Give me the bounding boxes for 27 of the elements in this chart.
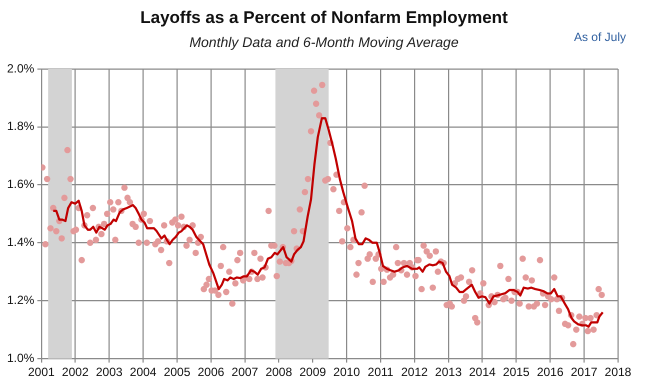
x-tick-label: 2016 xyxy=(536,365,564,380)
x-tick-label: 2004 xyxy=(130,365,157,380)
y-tick-label: 2.0% xyxy=(6,61,35,76)
chart-subtitle: Monthly Data and 6-Month Moving Average xyxy=(189,34,459,50)
x-tick-label: 2002 xyxy=(62,365,89,380)
x-tick-label: 2006 xyxy=(198,365,225,380)
chart-title: Layoffs as a Percent of Nonfarm Employment xyxy=(139,8,509,28)
x-tick-label: 2015 xyxy=(502,365,530,380)
x-tick-label: 2008 xyxy=(265,365,292,380)
y-tick-label: 1.2% xyxy=(6,292,35,307)
y-tick-label: 1.8% xyxy=(6,119,35,134)
x-tick-label: 2007 xyxy=(232,365,259,380)
y-tick-label: 1.4% xyxy=(6,235,35,250)
x-tick-label: 2012 xyxy=(401,365,428,380)
x-tick-label: 2011 xyxy=(368,365,394,380)
x-tick-label: 2010 xyxy=(333,365,360,380)
x-tick-label: 2018 xyxy=(604,365,632,380)
x-tick-label: 2001 xyxy=(28,365,56,380)
x-tick-label: 2017 xyxy=(570,365,598,380)
x-tick-label: 2003 xyxy=(96,365,123,380)
x-tick-label: 2014 xyxy=(468,365,496,380)
x-tick-label: 2013 xyxy=(435,365,462,380)
x-tick-label: 2005 xyxy=(164,365,191,380)
x-tick-label: 2009 xyxy=(299,365,326,380)
y-tick-label: 1.0% xyxy=(6,350,35,365)
y-tick-label: 1.6% xyxy=(6,177,35,192)
text: As of July xyxy=(574,30,626,44)
